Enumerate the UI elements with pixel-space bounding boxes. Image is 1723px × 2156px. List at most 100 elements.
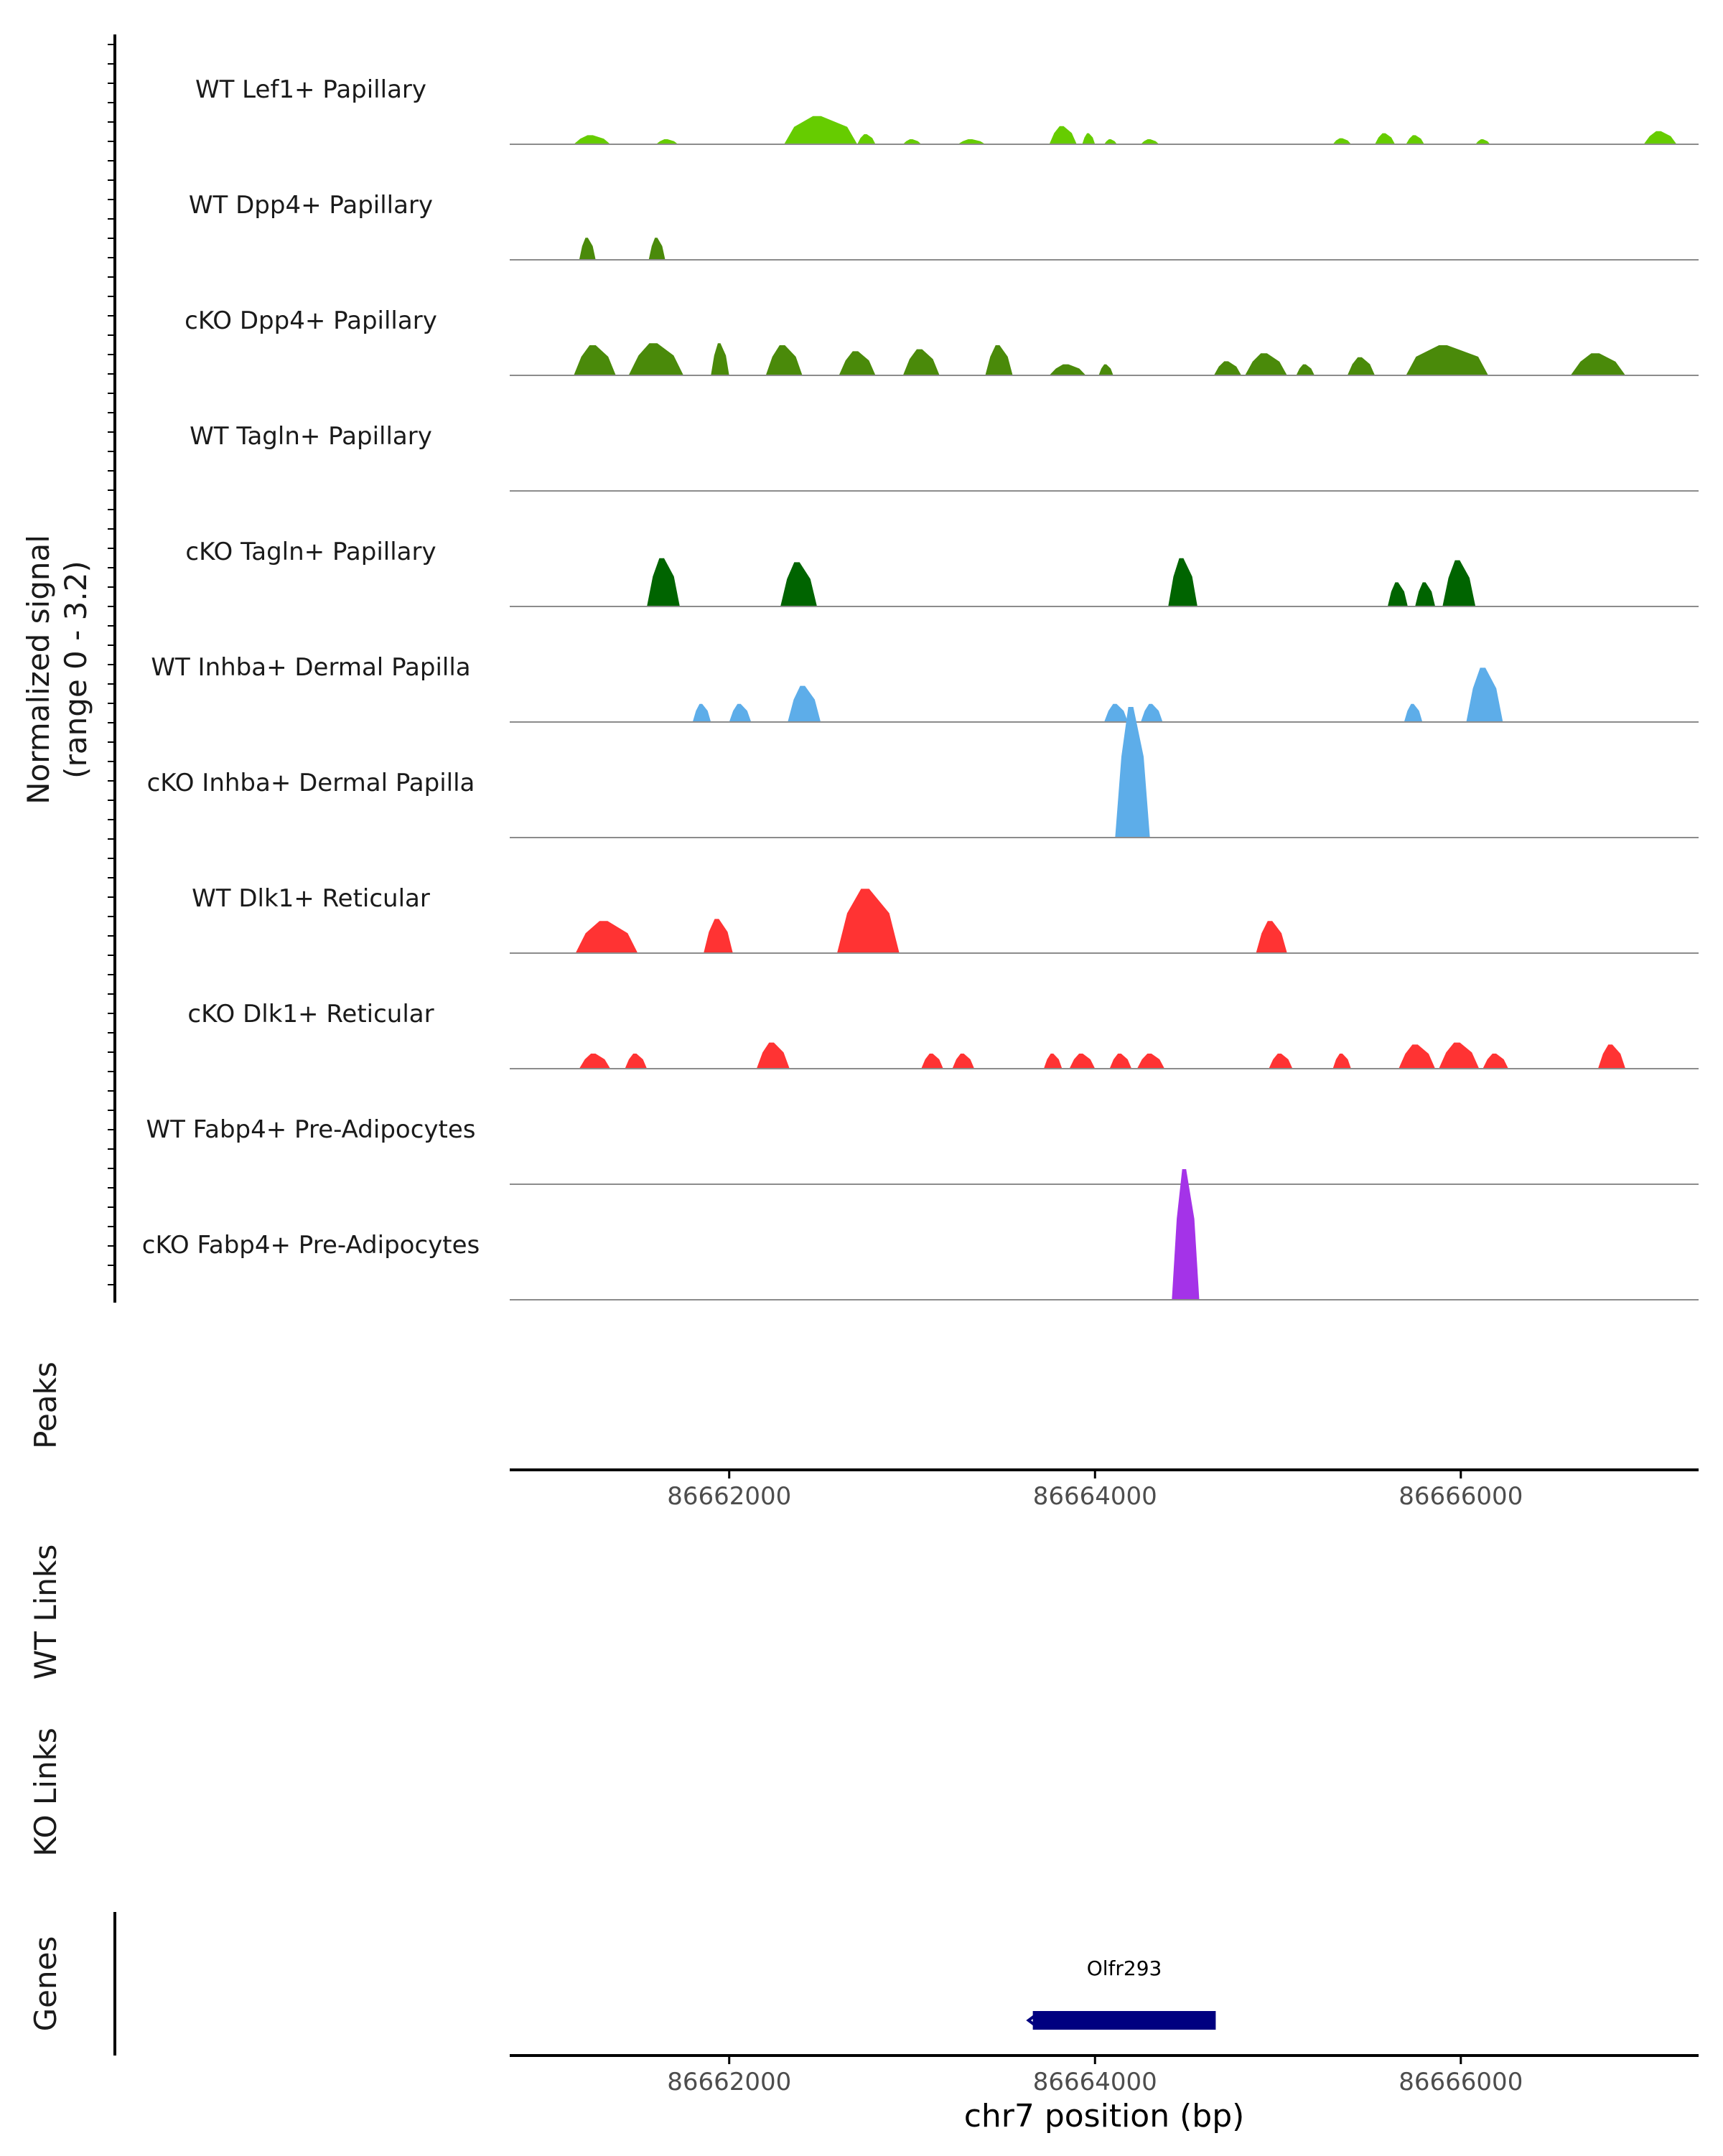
coverage-peak: [1043, 1054, 1063, 1069]
ko-links-panel-label: KO Links: [28, 1728, 63, 1857]
x-axis-top: 86662000 86664000 86666000: [510, 1468, 1699, 1511]
coverage-peak: [1049, 364, 1086, 375]
coverage-peak: [788, 685, 821, 722]
coverage-peak: [1245, 353, 1287, 375]
coverage-peak: [921, 1054, 943, 1069]
coverage-peak: [1332, 1054, 1351, 1069]
coverage-peak: [1643, 131, 1677, 144]
track-label: cKO Tagln+ Papillary: [185, 538, 436, 566]
coverage-peak: [1406, 345, 1488, 375]
coverage-peak: [1172, 1169, 1200, 1300]
coverage-peak: [575, 921, 638, 953]
coverage-peak: [1399, 1044, 1436, 1069]
x-axis-title: chr7 position (bp): [964, 2098, 1245, 2134]
coverage-peak: [625, 1054, 648, 1069]
coverage-peak: [1098, 364, 1113, 375]
coverage-peak: [952, 1054, 975, 1069]
track-label: WT Lef1+ Papillary: [195, 75, 426, 104]
coverage-peak: [1109, 1054, 1132, 1069]
coverage-peak: [1332, 138, 1351, 144]
coverage-peak: [1104, 703, 1129, 722]
coverage-peak: [765, 345, 803, 375]
coverage-peak: [902, 139, 922, 144]
coverage-peak: [1115, 707, 1150, 838]
track-label: WT Fabp4+ Pre-Adipocytes: [146, 1115, 476, 1144]
x-axis-bottom: 86662000 86664000 86666000: [510, 2054, 1699, 2096]
coverage-peak: [1597, 1044, 1626, 1069]
coverage-peak: [647, 558, 680, 606]
coverage-peak: [857, 134, 876, 144]
coverage-peak: [648, 238, 666, 260]
gene-body: [1032, 2011, 1216, 2030]
coverage-peak: [902, 349, 940, 375]
coverage-peak: [1406, 135, 1424, 144]
x-tick-label: 86662000: [667, 2068, 791, 2096]
coverage-peak: [729, 703, 752, 722]
track-label: WT Inhba+ Dermal Papilla: [151, 653, 470, 682]
track-label: cKO Inhba+ Dermal Papilla: [147, 769, 475, 797]
x-tick-label: 86664000: [1033, 1482, 1157, 1511]
coverage-peak: [1439, 1042, 1480, 1069]
track: WT Dpp4+ Papillary: [189, 191, 1699, 261]
track: cKO Fabp4+ Pre-Adipocytes: [142, 1169, 1699, 1300]
coverage-peak: [1049, 126, 1077, 144]
track-label: WT Dlk1+ Reticular: [192, 884, 430, 913]
track: WT Lef1+ Papillary: [195, 75, 1699, 145]
coverage-peak: [1082, 133, 1096, 144]
wt-links-panel-label: WT Links: [28, 1545, 63, 1679]
coverage-peak: [1347, 357, 1376, 375]
y-axis-label-line2: (range 0 - 3.2): [58, 561, 93, 779]
coverage-peak: [784, 116, 858, 144]
coverage-peak: [780, 562, 817, 606]
coverage-peak: [1475, 139, 1490, 144]
coverage-peak: [1136, 1054, 1165, 1069]
coverage-peak: [655, 139, 678, 144]
coverage-peak: [985, 345, 1013, 375]
track: cKO Dpp4+ Papillary: [185, 306, 1699, 376]
track: cKO Dlk1+ Reticular: [187, 1000, 1699, 1069]
track-label: cKO Fabp4+ Pre-Adipocytes: [142, 1231, 480, 1260]
coverage-peak: [1069, 1054, 1096, 1069]
coverage-peak: [1387, 582, 1408, 606]
track: cKO Tagln+ Papillary: [185, 538, 1699, 607]
x-tick-label: 86664000: [1033, 2068, 1157, 2096]
coverage-peak: [574, 135, 611, 144]
coverage-peak: [1466, 667, 1503, 722]
coverage-peak: [1482, 1054, 1508, 1069]
coverage-peak: [1168, 558, 1197, 606]
coverage-peak: [1296, 364, 1315, 375]
x-tick-label: 86666000: [1399, 2068, 1523, 2096]
coverage-peak: [1141, 703, 1163, 722]
track-label: WT Dpp4+ Papillary: [189, 191, 433, 220]
coverage-peak: [1404, 703, 1423, 722]
track-stack: WT Lef1+ Papillary WT Dpp4+ Papillary cKO …: [142, 75, 1699, 1300]
coverage-peak: [704, 919, 733, 953]
coverage-peak: [1213, 361, 1242, 375]
track-label: WT Tagln+ Papillary: [190, 422, 432, 451]
genes-panel-label: Genes: [28, 1936, 63, 2032]
track: cKO Inhba+ Dermal Papilla: [147, 707, 1699, 838]
coverage-peak: [574, 345, 616, 375]
coverage-peak: [1269, 1054, 1293, 1069]
coverage-peak: [1256, 921, 1287, 953]
gene-strand-arrow: [1026, 2012, 1038, 2028]
track: WT Inhba+ Dermal Papilla: [151, 653, 1699, 723]
track: WT Dlk1+ Reticular: [192, 884, 1699, 954]
track: WT Fabp4+ Pre-Adipocytes: [146, 1115, 1699, 1185]
x-tick-label: 86662000: [667, 1482, 791, 1511]
coverage-peak: [1415, 582, 1436, 606]
gene-label: Olfr293: [1087, 1956, 1162, 1980]
coverage-peak: [711, 343, 729, 375]
coverage-peak: [1442, 560, 1476, 606]
gene-track: Olfr293: [113, 1912, 1216, 2056]
coverage-peak: [628, 343, 683, 375]
coverage-peak: [579, 238, 596, 260]
y-axis-label-line1: Normalized signal: [21, 535, 56, 805]
coverage-peak: [958, 139, 986, 144]
coverage-peak: [1141, 139, 1159, 144]
track: WT Tagln+ Papillary: [190, 422, 1699, 492]
peaks-panel-label: Peaks: [28, 1361, 63, 1449]
x-tick-label: 86666000: [1399, 1482, 1523, 1511]
